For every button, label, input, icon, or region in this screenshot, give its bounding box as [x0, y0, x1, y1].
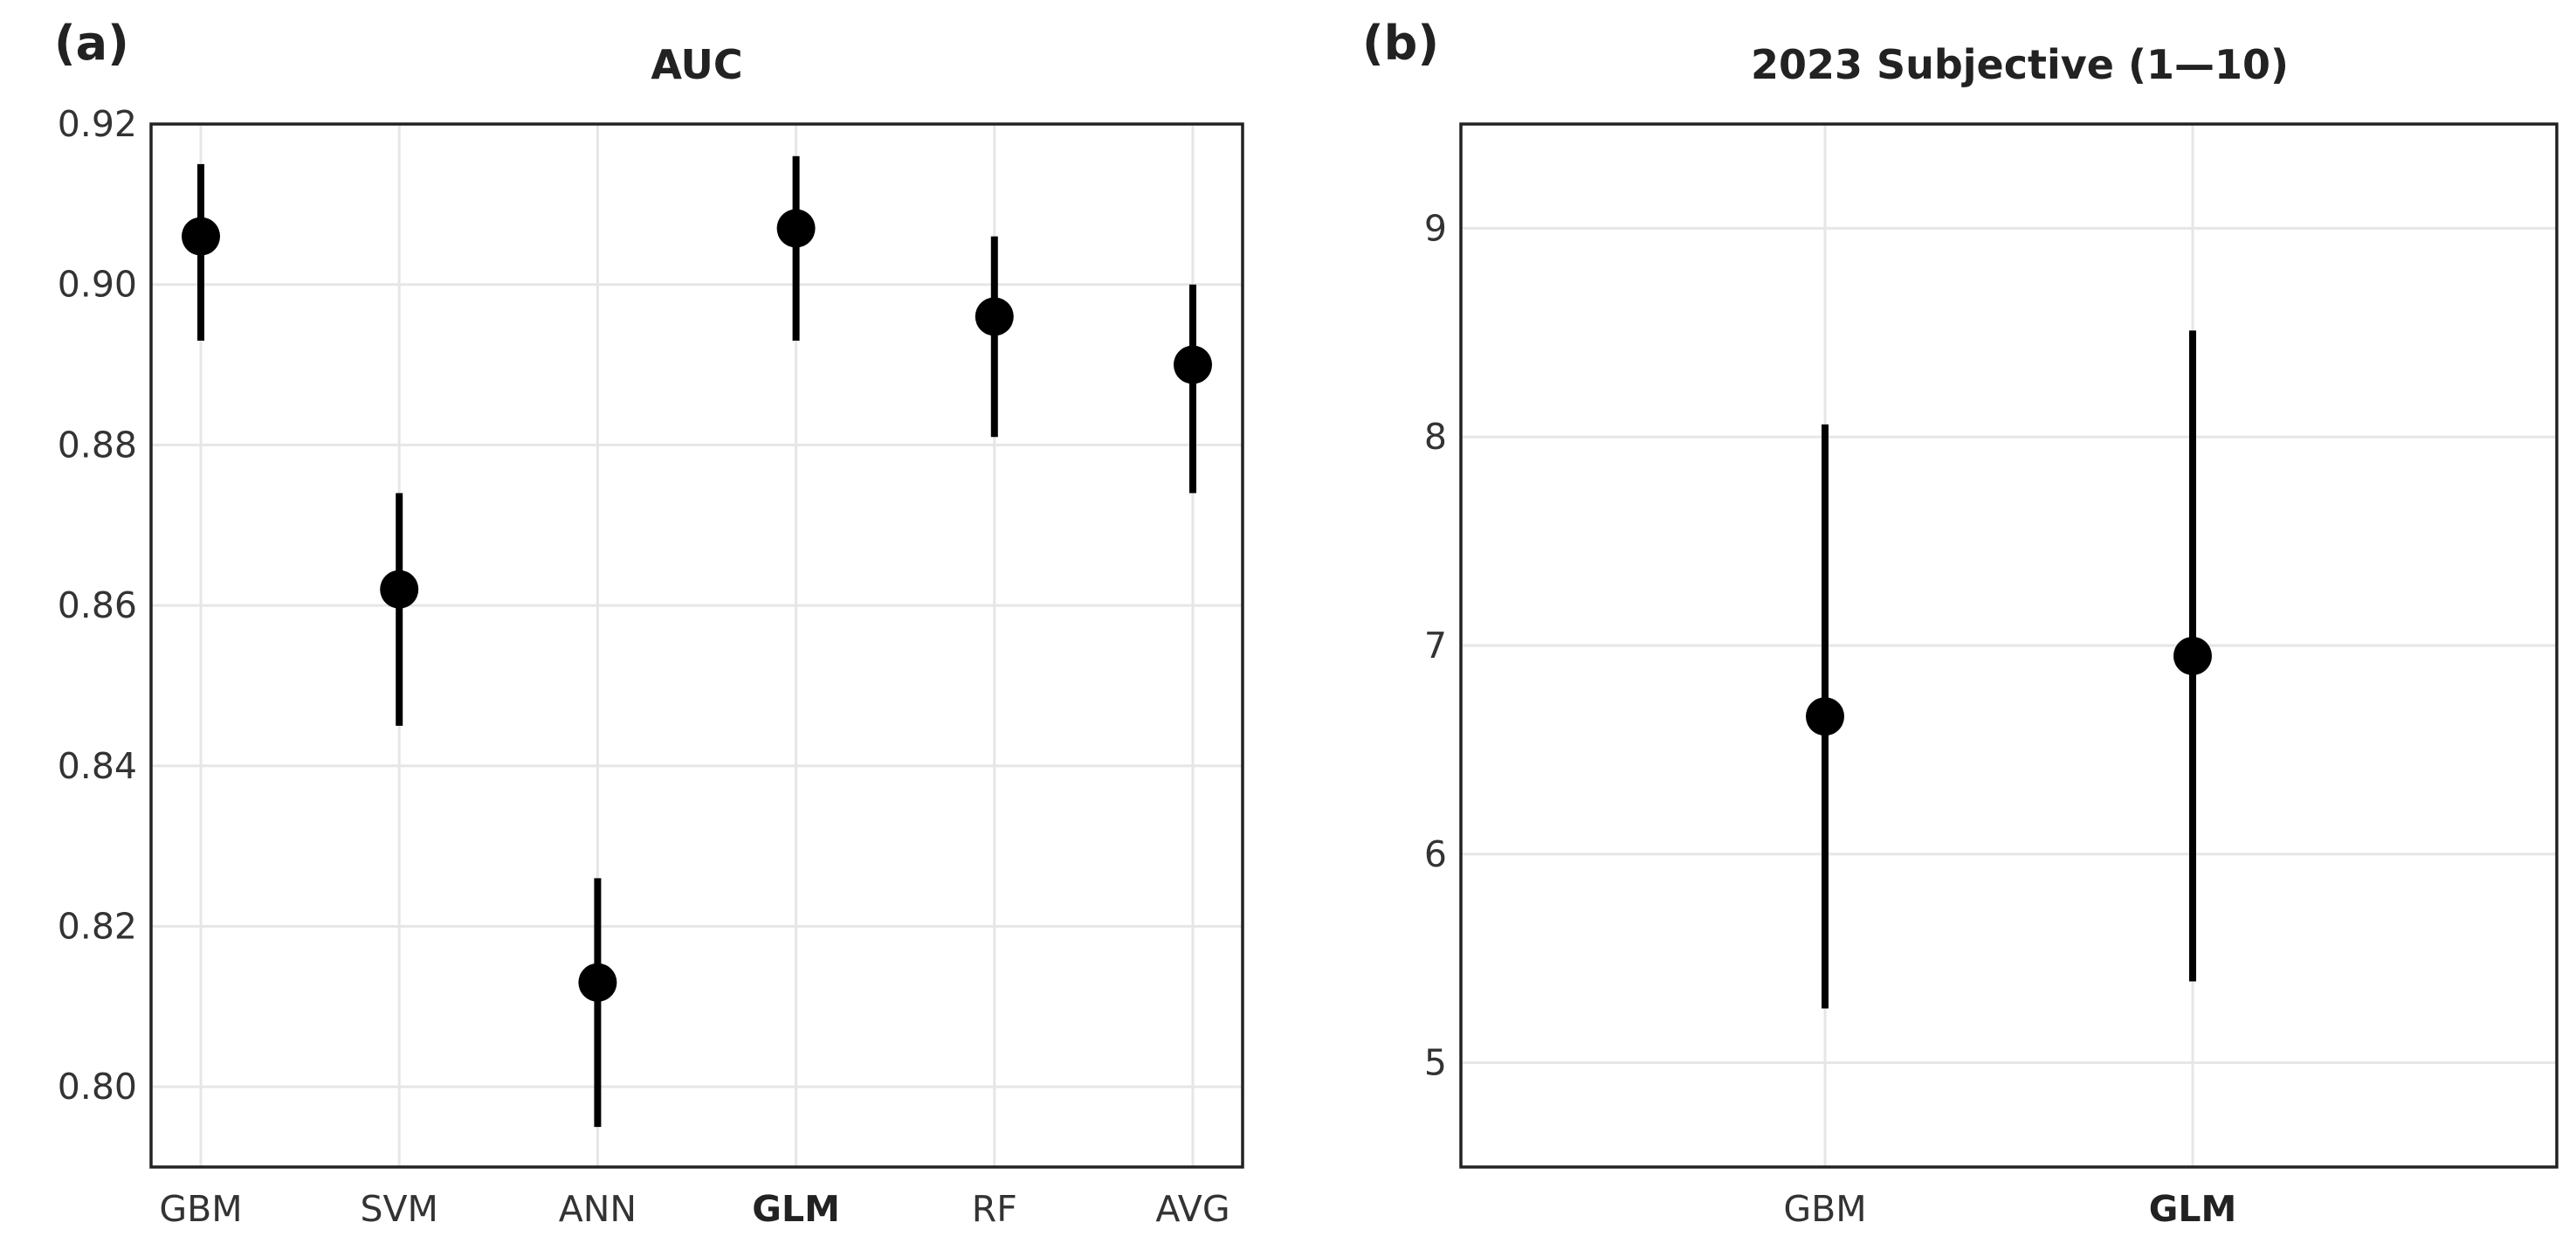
y-axis-b: 5 6 7 8 9 [1424, 207, 1447, 1083]
panel-label-b: (b) [1362, 16, 1439, 71]
x-tick-label: SVM [360, 1188, 437, 1230]
data-marks-a [182, 155, 1212, 1128]
panel-b-subjective: (b) 2023 Subjective (1—10) 5 6 7 8 9 GBM GLM [1362, 16, 2559, 1230]
y-tick-label: 8 [1424, 416, 1447, 458]
y-tick-label: 9 [1424, 207, 1447, 249]
y-axis-a: 0.80 0.82 0.84 0.86 0.88 0.90 0.92 [58, 103, 137, 1108]
y-tick-label: 0.82 [58, 905, 137, 947]
y-tick-label: 0.84 [58, 745, 137, 787]
axes-frame-a [149, 122, 1244, 1169]
x-tick-label: GLM [752, 1188, 840, 1230]
axes-frame-b [1459, 122, 2559, 1169]
grid-a [151, 122, 1243, 1167]
y-tick-label: 0.88 [58, 424, 137, 466]
data-point [1806, 697, 1844, 736]
data-point [975, 297, 1014, 336]
x-axis-a: GBM SVM ANN GLM RF AVG [159, 1188, 1229, 1230]
data-marks-b [1806, 330, 2212, 1009]
panel-label-a: (a) [54, 16, 129, 71]
chart-title-b: 2023 Subjective (1—10) [1751, 41, 2289, 88]
grid-b [1461, 124, 2557, 1167]
x-tick-label: RF [972, 1188, 1017, 1230]
data-point [776, 209, 816, 248]
data-point [578, 963, 617, 1002]
y-tick-label: 5 [1424, 1042, 1447, 1084]
y-tick-label: 0.80 [58, 1066, 137, 1108]
data-point [182, 217, 220, 256]
data-point [2173, 636, 2212, 675]
chart-title-a: AUC [651, 41, 742, 88]
x-tick-label: GBM [1783, 1188, 1866, 1230]
y-tick-label: 0.90 [58, 264, 137, 306]
y-tick-label: 0.86 [58, 584, 137, 626]
x-tick-label: AVG [1155, 1188, 1229, 1230]
data-point [380, 570, 419, 609]
y-tick-label: 7 [1424, 625, 1447, 666]
data-point [1174, 345, 1212, 384]
x-tick-label: GLM [2149, 1188, 2237, 1230]
x-tick-label: GBM [159, 1188, 242, 1230]
y-tick-label: 6 [1424, 833, 1447, 875]
x-tick-label: ANN [559, 1188, 637, 1230]
panel-a-auc: (a) AUC 0.80 0.82 0.84 0.86 0.88 0.90 0.92 GBM… [54, 16, 1244, 1230]
x-axis-b: GBM GLM [1783, 1188, 2236, 1230]
y-tick-label: 0.92 [58, 103, 137, 145]
